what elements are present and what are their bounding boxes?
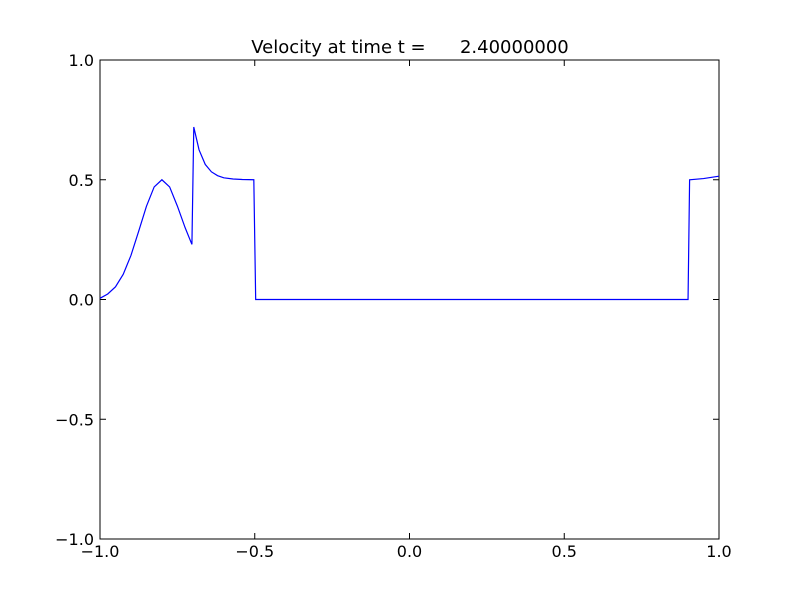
x-tick-label: 0.0 [397, 542, 422, 561]
chart-title: Velocity at time t = 2.40000000 [251, 37, 569, 58]
x-tick-label: 0.5 [552, 542, 577, 561]
y-tick-label: 0.5 [69, 171, 94, 190]
y-tick-label: 1.0 [69, 51, 94, 70]
y-tick-label: 0.0 [69, 291, 94, 310]
x-tick-label: −1.0 [81, 542, 120, 561]
x-tick-label: 1.0 [706, 542, 731, 561]
y-tick-label: −1.0 [55, 530, 94, 549]
y-tick-label: −0.5 [55, 410, 94, 429]
x-tick-label: −0.5 [235, 542, 274, 561]
data-line [99, 126, 720, 301]
